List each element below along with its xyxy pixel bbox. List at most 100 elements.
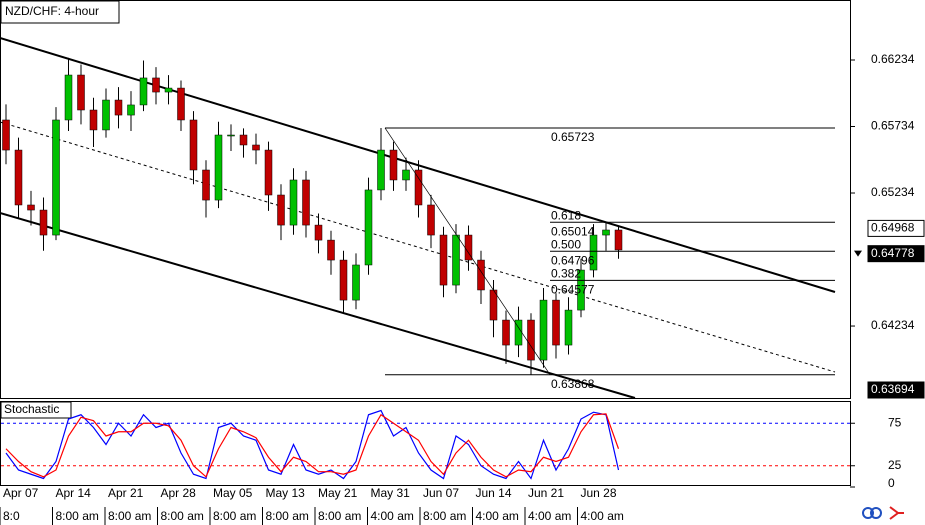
candle-body — [177, 87, 185, 121]
indicator-title-box — [0, 401, 72, 419]
y-tick-label: 0.65734 — [871, 119, 915, 133]
price-marker-label: 0.64778 — [871, 246, 915, 260]
candle-body — [439, 234, 448, 286]
title-box — [0, 0, 120, 24]
link-icon-2[interactable] — [870, 507, 882, 519]
candle-body — [264, 149, 273, 196]
candle-body — [214, 134, 223, 201]
stochastic-line — [5, 409, 620, 480]
candle-body — [364, 189, 373, 266]
main-panel — [0, 0, 851, 399]
channel-lower — [0, 212, 636, 399]
fib-ratio: 0.382 — [551, 267, 581, 281]
x-date-label: Jun 14 — [476, 486, 512, 500]
candle-body — [502, 319, 510, 346]
candle-body — [352, 264, 360, 301]
x-date-label: May 05 — [213, 486, 253, 500]
candle-body — [427, 204, 435, 236]
x-time-label: 8:0 — [3, 509, 20, 523]
candle-body — [589, 234, 598, 271]
candle-body — [614, 229, 623, 251]
toolbar-icons[interactable] — [862, 506, 904, 520]
candle-body — [164, 87, 173, 93]
candle-body — [52, 119, 60, 236]
x-time-label: 8:00 am — [423, 509, 466, 523]
x-time-label: 8:00 am — [161, 509, 204, 523]
y-tick-label: 0 — [888, 476, 895, 490]
fib-ratio: 0.500 — [551, 237, 581, 251]
candle-body — [127, 104, 135, 116]
candle-body — [202, 169, 210, 201]
fib-price: 0.63868 — [551, 377, 595, 391]
fib-price: 0.65723 — [551, 130, 595, 144]
x-date-label: Apr 21 — [108, 486, 144, 500]
price-marker-label: 0.63694 — [871, 382, 915, 396]
x-time-label: 8:00 am — [213, 509, 256, 523]
arrow-icon[interactable] — [889, 506, 904, 520]
x-date-label: Jun 28 — [581, 486, 617, 500]
price-marker-box — [867, 245, 925, 263]
x-date-label: Apr 14 — [56, 486, 92, 500]
candle-body — [539, 299, 548, 361]
x-time-label: 8:00 am — [56, 509, 99, 523]
candle-body — [289, 179, 298, 226]
fib-diagonal — [384, 127, 551, 375]
candle-body — [227, 134, 235, 137]
x-date-label: May 21 — [318, 486, 358, 500]
x-time-label: 4:00 am — [528, 509, 571, 523]
candle-body — [239, 134, 248, 146]
indicator-title: Stochastic — [4, 402, 59, 416]
x-date-label: Jun 21 — [528, 486, 564, 500]
candle-body — [327, 239, 335, 261]
candle-body — [577, 269, 585, 311]
x-time-label: 4:00 am — [581, 509, 624, 523]
fib-price: 0.65014 — [551, 224, 595, 238]
fib-price: 0.64577 — [551, 283, 595, 297]
stochastic-line — [5, 413, 620, 478]
x-date-label: May 13 — [266, 486, 306, 500]
fib-ratio: 0.618 — [551, 208, 581, 222]
y-tick-label: 0.66234 — [871, 52, 915, 66]
candle-body — [102, 99, 110, 131]
candle-body — [89, 109, 98, 131]
candle-body — [602, 229, 610, 236]
candle-body — [27, 204, 35, 211]
x-time-label: 8:00 am — [318, 509, 361, 523]
link-icon[interactable] — [862, 507, 874, 519]
candle-body — [389, 149, 398, 181]
y-tick-label: 0.65234 — [871, 185, 915, 199]
candle-body — [14, 149, 23, 206]
x-time-label: 4:00 am — [476, 509, 519, 523]
candle-body — [552, 299, 560, 346]
price-marker-box — [867, 219, 925, 237]
y-tick-label: 25 — [888, 458, 902, 472]
chart-title: NZD/CHF: 4-hour — [5, 4, 99, 18]
candle-body — [452, 234, 460, 286]
price-marker-label: 0.64968 — [871, 221, 915, 235]
price-marker-arrow — [854, 250, 862, 257]
stochastic-panel — [0, 401, 851, 486]
candle-body — [64, 74, 73, 121]
candle-body — [477, 259, 485, 291]
candle-body — [339, 259, 348, 301]
candle-body — [77, 74, 85, 111]
candle-body — [402, 169, 410, 181]
x-time-label: 8:00 am — [266, 509, 309, 523]
candle-body — [139, 77, 148, 106]
x-time-label: 4:00 am — [371, 509, 414, 523]
candle-body — [277, 194, 285, 226]
candle-body — [252, 144, 260, 151]
candle-body — [377, 149, 385, 191]
y-tick-label: 75 — [888, 415, 902, 429]
channel-upper — [0, 37, 836, 293]
x-time-label: 8:00 am — [108, 509, 151, 523]
x-date-label: Apr 07 — [3, 486, 39, 500]
x-date-label: May 31 — [371, 486, 411, 500]
candle-body — [189, 119, 198, 171]
channel-middle — [0, 121, 836, 373]
candle-body — [314, 224, 323, 241]
x-date-label: Jun 07 — [423, 486, 459, 500]
candle-body — [527, 319, 535, 361]
candle-body — [302, 179, 310, 226]
